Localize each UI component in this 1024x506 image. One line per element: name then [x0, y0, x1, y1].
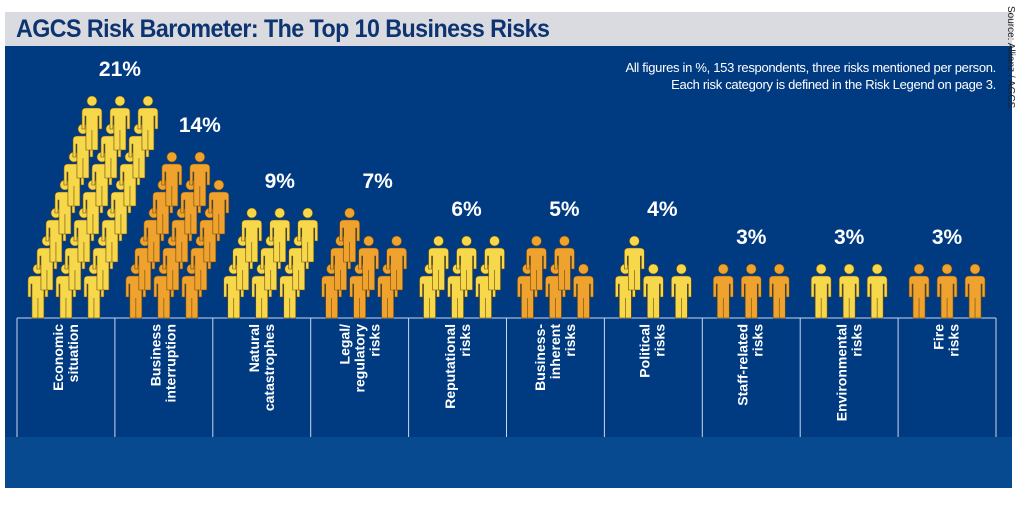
category-label: Political risks: [637, 324, 669, 378]
category-label: Legal/ regulatory risks: [336, 324, 383, 393]
person-icon: [386, 235, 407, 291]
person-icon: [908, 263, 930, 319]
chart-title: AGCS Risk Barometer: The Top 10 Business…: [16, 15, 550, 43]
person-icon: [161, 151, 183, 207]
person-icon: [964, 263, 986, 319]
person-icon: [339, 207, 360, 263]
note-line-2: Each risk category is defined in the Ris…: [671, 77, 996, 92]
person-icon: [936, 263, 958, 319]
category-label: Natural catastrophes: [245, 324, 277, 412]
person-icon: [456, 235, 477, 291]
category-label: Environmental risks: [833, 324, 865, 422]
person-icon: [208, 179, 230, 235]
person-icon: [768, 263, 790, 319]
category-label: Business interruption: [147, 324, 179, 403]
value-label: 7%: [362, 170, 393, 193]
category-label: Economic situation: [49, 324, 81, 391]
title-bar: AGCS Risk Barometer: The Top 10 Business…: [5, 12, 1012, 46]
value-label: 9%: [264, 170, 295, 193]
value-label: 3%: [931, 226, 963, 249]
person-icon: [573, 263, 594, 319]
category-label: Business- inherent risks: [531, 324, 578, 391]
person-icon: [297, 207, 319, 263]
person-icon: [428, 235, 449, 291]
person-icon: [624, 235, 645, 291]
person-icon: [866, 263, 888, 319]
person-icon: [643, 263, 664, 319]
person-icon: [810, 263, 832, 319]
note-line-1: All figures in %, 153 respondents, three…: [625, 60, 996, 75]
person-icon: [241, 207, 263, 263]
value-label: 5%: [549, 198, 580, 221]
lower-band: [5, 437, 1012, 488]
category-label: Staff-related risks: [734, 324, 766, 406]
person-icon: [269, 207, 291, 263]
value-label: 14%: [178, 114, 221, 137]
chart-note: All figures in %, 153 respondents, three…: [625, 59, 996, 93]
person-icon: [189, 151, 211, 207]
person-icon: [838, 263, 860, 319]
person-icon: [137, 95, 159, 151]
person-icon: [526, 235, 547, 291]
person-icon: [484, 235, 505, 291]
person-icon: [671, 263, 692, 319]
value-label: 21%: [98, 58, 141, 81]
category-label: Fire risks: [930, 324, 962, 357]
value-label: 3%: [736, 226, 767, 249]
category-label: Reputational risks: [441, 324, 473, 409]
value-label: 4%: [647, 198, 678, 221]
person-icon: [358, 235, 379, 291]
person-icon: [554, 235, 575, 291]
value-label: 3%: [833, 226, 865, 249]
person-icon: [712, 263, 734, 319]
person-icon: [81, 95, 103, 151]
person-icon: [740, 263, 762, 319]
value-label: 6%: [451, 198, 482, 221]
person-icon: [109, 95, 131, 151]
